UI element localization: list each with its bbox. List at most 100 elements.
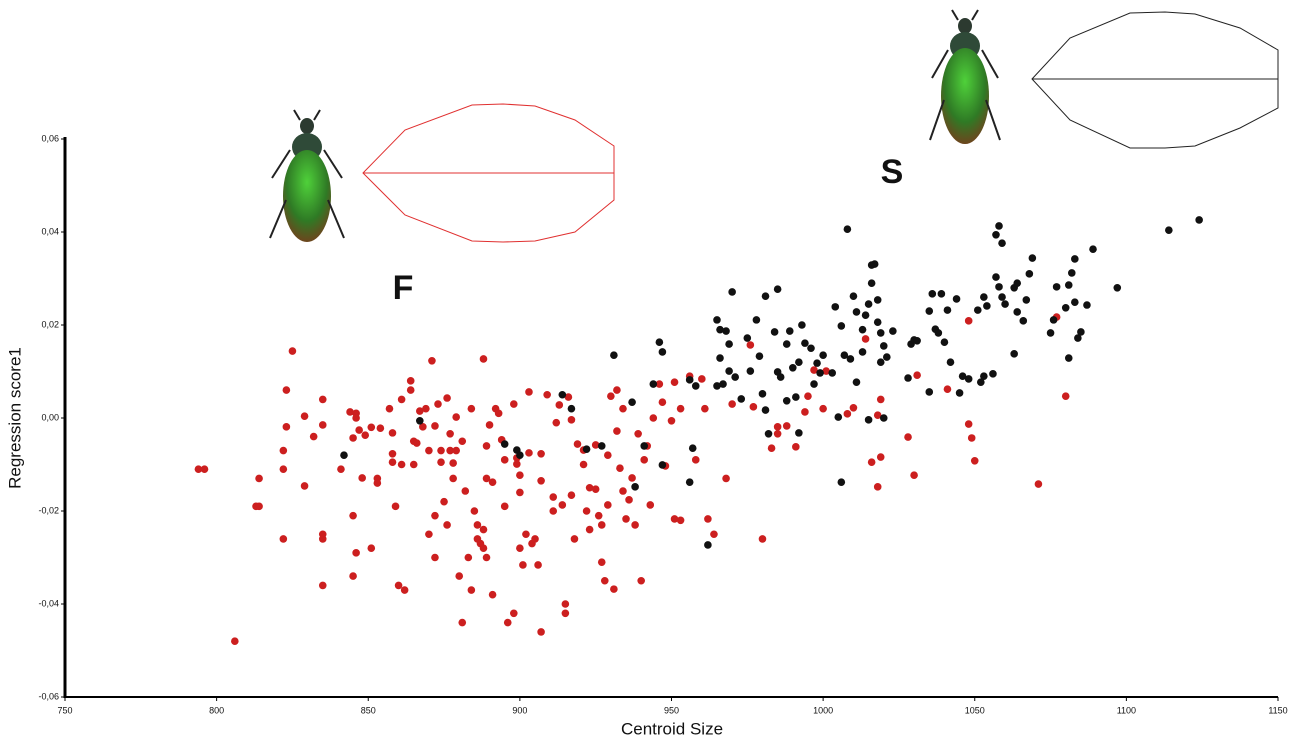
- point: [758, 390, 767, 398]
- point: [958, 372, 967, 380]
- point: [616, 464, 624, 473]
- point: [819, 351, 827, 360]
- point: [925, 388, 934, 396]
- point: [549, 507, 558, 515]
- point: [516, 544, 524, 552]
- point: [980, 372, 988, 380]
- point: [852, 378, 861, 386]
- point: [309, 432, 318, 441]
- point: [876, 453, 885, 461]
- point: [419, 423, 427, 431]
- point: [1049, 316, 1058, 324]
- point: [964, 375, 973, 383]
- point: [773, 285, 782, 293]
- beetle-image: [929, 9, 1001, 144]
- point: [500, 440, 509, 448]
- point: [597, 558, 606, 566]
- point: [397, 395, 406, 404]
- point: [713, 316, 721, 324]
- y-tick-label: 0,06: [41, 133, 59, 143]
- point: [810, 380, 818, 388]
- point: [464, 553, 473, 562]
- point: [946, 358, 955, 367]
- point: [864, 416, 873, 424]
- point: [792, 393, 800, 401]
- point: [534, 561, 542, 569]
- point: [282, 386, 291, 394]
- y-tick-label: -0,04: [38, 598, 59, 608]
- point: [722, 327, 730, 335]
- point: [1165, 226, 1173, 234]
- point: [412, 439, 421, 447]
- point: [995, 222, 1003, 230]
- point: [849, 403, 858, 412]
- point: [473, 521, 482, 529]
- point: [1195, 216, 1203, 224]
- y-tick-label: 0,02: [41, 319, 59, 329]
- point: [255, 502, 263, 511]
- x-tick-label: 850: [361, 705, 376, 715]
- point: [867, 279, 876, 287]
- point: [449, 459, 457, 467]
- point: [822, 367, 830, 375]
- point: [904, 374, 912, 382]
- point: [388, 450, 397, 458]
- point: [1013, 308, 1022, 316]
- point: [479, 544, 488, 552]
- point: [925, 307, 934, 315]
- point: [300, 412, 309, 420]
- point: [485, 421, 494, 429]
- point: [567, 491, 576, 499]
- point: [731, 373, 739, 381]
- point: [801, 408, 809, 416]
- point: [610, 351, 618, 360]
- point: [955, 389, 964, 397]
- point: [640, 456, 649, 464]
- point: [843, 225, 852, 234]
- point: [279, 446, 288, 455]
- point: [522, 530, 530, 539]
- point: [870, 260, 879, 268]
- point: [816, 369, 824, 377]
- point: [1064, 354, 1073, 362]
- point: [649, 380, 658, 388]
- point: [352, 549, 360, 557]
- point: [940, 338, 949, 347]
- point: [1067, 269, 1076, 277]
- point: [431, 511, 439, 520]
- point: [355, 426, 363, 434]
- point: [843, 410, 852, 418]
- point: [558, 501, 567, 509]
- point: [1001, 300, 1009, 308]
- point: [1061, 303, 1070, 312]
- annotation: F: [393, 269, 414, 307]
- point: [416, 416, 424, 425]
- point: [964, 420, 973, 428]
- point: [282, 423, 291, 431]
- point: [795, 358, 803, 367]
- point: [425, 446, 433, 455]
- point: [810, 366, 818, 374]
- point: [628, 398, 636, 406]
- point: [873, 411, 882, 420]
- point: [388, 458, 397, 466]
- point: [431, 553, 439, 562]
- point: [367, 544, 376, 552]
- point: [446, 446, 454, 455]
- point: [591, 485, 600, 493]
- point: [1071, 255, 1079, 263]
- point: [904, 433, 912, 441]
- point: [1083, 301, 1091, 309]
- point: [910, 471, 918, 479]
- point: [628, 474, 636, 482]
- point: [300, 482, 309, 490]
- point: [1028, 254, 1037, 262]
- point: [579, 460, 588, 469]
- point: [567, 404, 576, 413]
- point: [989, 370, 997, 378]
- point: [479, 355, 488, 363]
- point: [831, 303, 840, 311]
- point: [1061, 392, 1070, 400]
- point: [876, 395, 885, 404]
